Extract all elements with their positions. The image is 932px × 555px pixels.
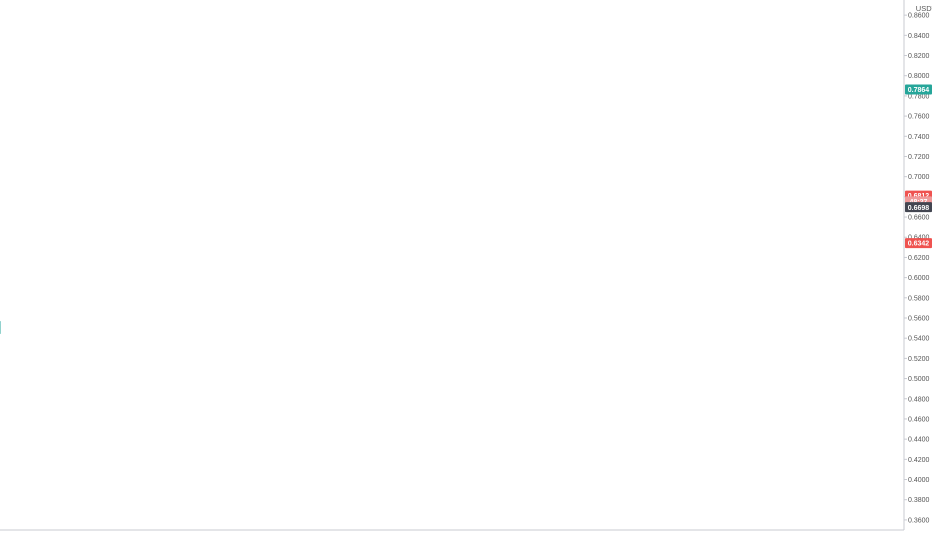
price-label: 0.6698 bbox=[905, 202, 932, 213]
price-label-text: 0.6342 bbox=[908, 241, 930, 248]
y-tick-label: 0.6200 bbox=[908, 255, 930, 262]
y-tick-label: 0.6000 bbox=[908, 275, 930, 282]
y-tick-label: 0.3600 bbox=[908, 517, 930, 524]
y-tick-label: 0.5000 bbox=[908, 376, 930, 383]
y-tick-label: 0.4800 bbox=[908, 396, 930, 403]
price-label-text: 0.7864 bbox=[908, 87, 930, 94]
y-tick-label: 0.5400 bbox=[908, 336, 930, 343]
price-label-text: 0.6698 bbox=[908, 205, 930, 212]
y-tick-label: 0.4600 bbox=[908, 416, 930, 423]
currency-label: USDT bbox=[916, 4, 932, 13]
y-tick-label: 0.7200 bbox=[908, 154, 930, 161]
y-tick-label: 0.5600 bbox=[908, 316, 930, 323]
price-label: 0.6342 bbox=[905, 238, 932, 249]
y-tick-label: 0.4200 bbox=[908, 457, 930, 464]
y-tick-label: 0.7600 bbox=[908, 114, 930, 121]
y-tick-label: 0.4400 bbox=[908, 437, 930, 444]
y-tick-label: 0.8000 bbox=[908, 73, 930, 80]
price-label-box bbox=[905, 84, 932, 95]
y-tick-label: 0.5200 bbox=[908, 356, 930, 363]
y-tick-label: 0.8400 bbox=[908, 33, 930, 40]
candle-body bbox=[0, 324, 1, 327]
y-tick-label: 0.8600 bbox=[908, 13, 930, 20]
y-tick-label: 0.8200 bbox=[908, 53, 930, 60]
candle bbox=[0, 321, 1, 334]
y-tick-label: 0.7800 bbox=[908, 93, 930, 100]
y-tick-label: 0.3800 bbox=[908, 497, 930, 504]
y-tick-label: 0.7000 bbox=[908, 174, 930, 181]
y-tick-label: 0.5800 bbox=[908, 295, 930, 302]
y-tick-label: 0.7400 bbox=[908, 134, 930, 141]
y-tick-label: 0.6600 bbox=[908, 215, 930, 222]
price-label-box bbox=[905, 202, 932, 213]
price-label: 0.7864 bbox=[905, 84, 932, 95]
price-label-box bbox=[905, 238, 932, 249]
y-tick-label: 0.4000 bbox=[908, 477, 930, 484]
